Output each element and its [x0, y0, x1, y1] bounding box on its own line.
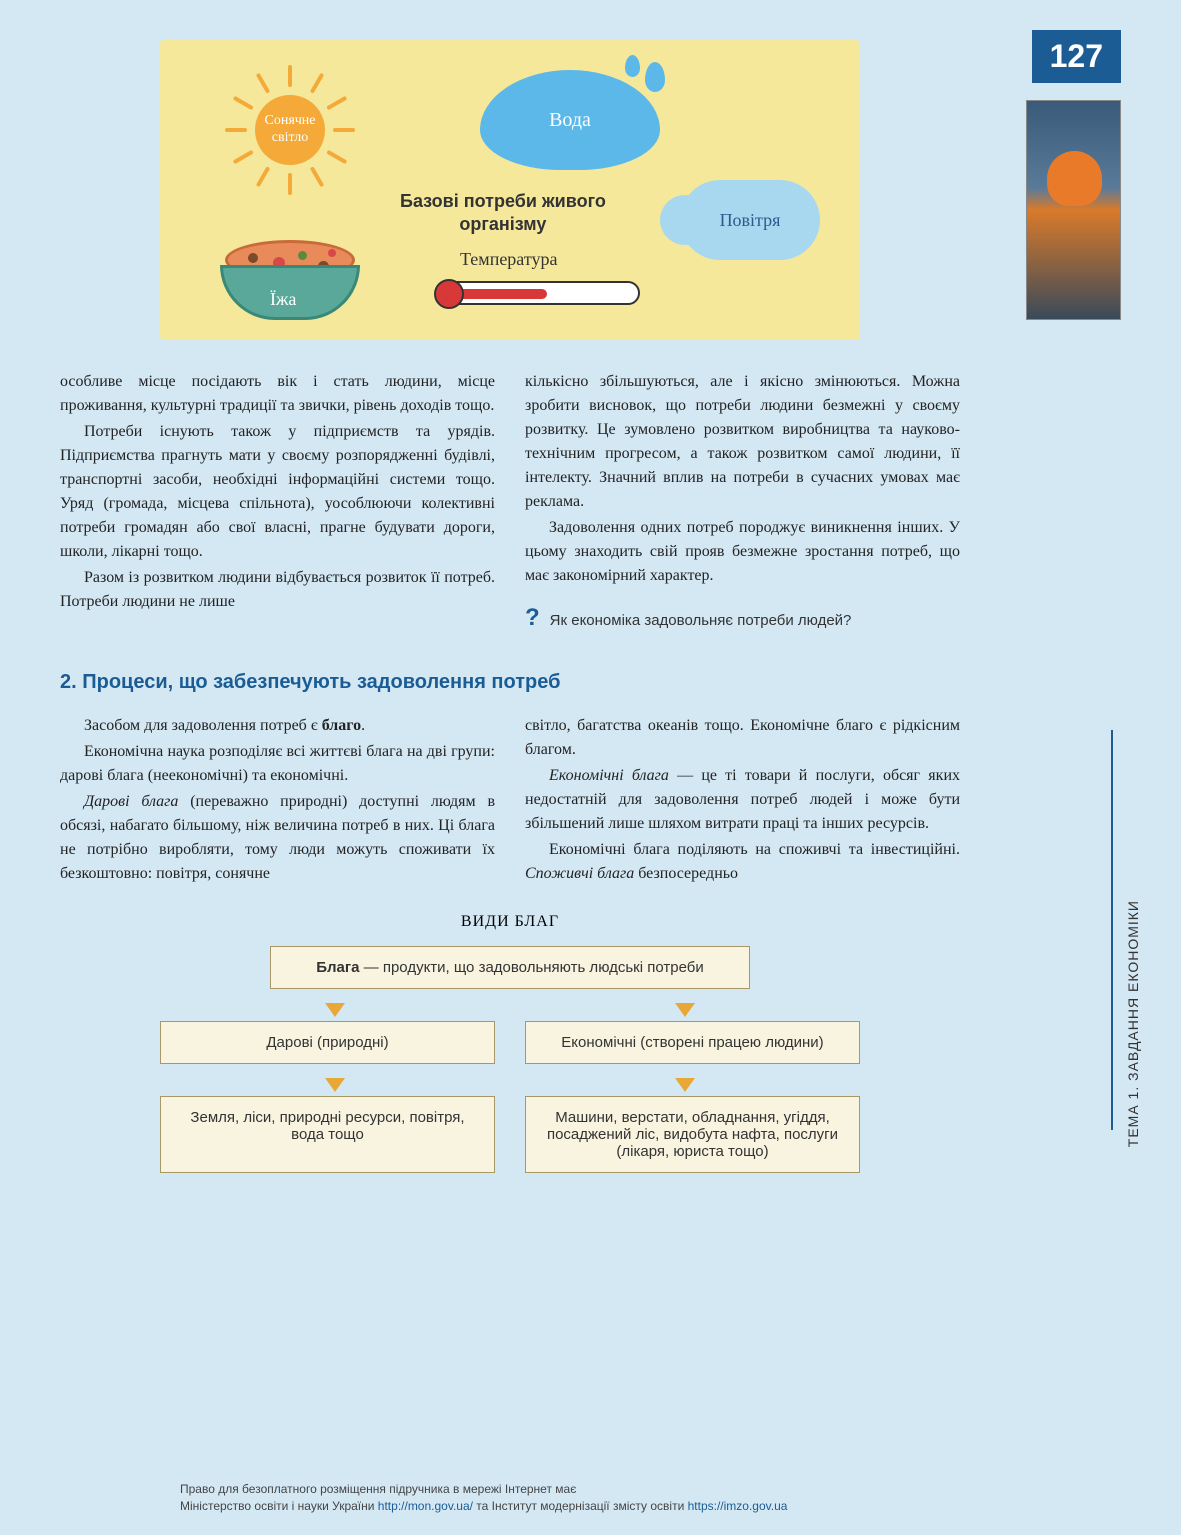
air-label: Повітря — [720, 210, 781, 231]
para: Економічна наука розподіляє всі життєві … — [60, 740, 495, 788]
para: Задоволення одних потреб породжує виникн… — [525, 516, 960, 588]
diagram-box-left2: Земля, ліси, природні ресурси, повітря, … — [160, 1096, 495, 1173]
arrow-down-icon — [325, 1078, 345, 1092]
worker-photo — [1026, 100, 1121, 320]
sun-icon: Сонячне світло — [220, 60, 360, 200]
para: кількісно збільшуються, але і якісно змі… — [525, 370, 960, 514]
para: особливе місце посідають вік і стать люд… — [60, 370, 495, 418]
sun-label: Сонячне світло — [255, 95, 325, 165]
body-text-1: особливе місце посідають вік і стать люд… — [60, 370, 960, 636]
infographic-title: Базові потреби живого організму — [400, 190, 606, 237]
para: Економічні блага — це ті товари й послуг… — [525, 764, 960, 836]
goods-diagram: Блага — продукти, що задовольняють людсь… — [160, 946, 860, 1173]
para: Засобом для задоволення потреб є благо. — [60, 714, 495, 738]
diagram-title: ВИДИ БЛАГ — [60, 913, 960, 931]
water-icon: Вода — [480, 70, 660, 170]
water-label: Вода — [549, 109, 591, 132]
para: Економічні блага поділяють на споживчі т… — [525, 838, 960, 886]
food-icon: Їжа — [220, 230, 360, 320]
air-icon: Повітря — [680, 180, 820, 260]
textbook-page: 127 ТЕМА 1. ЗАВДАННЯ ЕКОНОМІКИ Сонячне с… — [0, 0, 1181, 1535]
arrow-down-icon — [675, 1003, 695, 1017]
arrow-down-icon — [675, 1078, 695, 1092]
theme-label: ТЕМА 1. ЗАВДАННЯ ЕКОНОМІКИ — [1125, 900, 1141, 1147]
thermometer-icon — [440, 281, 640, 305]
para: Потреби існують також у підприємств та у… — [60, 420, 495, 564]
question-icon: ? — [525, 604, 540, 631]
side-rule — [1111, 730, 1113, 1130]
footer-copyright: Право для безоплатного розміщення підруч… — [180, 1481, 787, 1515]
arrow-row — [160, 1074, 860, 1096]
diagram-box-left1: Дарові (природні) — [160, 1021, 495, 1064]
para: Разом із розвитком людини відбувається р… — [60, 566, 495, 614]
diagram-box-right1: Економічні (створені працею людини) — [525, 1021, 860, 1064]
diagram-box-right2: Машини, верстати, обладнання, угіддя, по… — [525, 1096, 860, 1173]
diagram-row: Дарові (природні) Економічні (створені п… — [160, 1021, 860, 1064]
diagram-row: Земля, ліси, природні ресурси, повітря, … — [160, 1096, 860, 1173]
body-text-2: Засобом для задоволення потреб є благо. … — [60, 714, 960, 888]
arrow-row — [160, 999, 860, 1021]
question-text: Як економіка задовольняє потреби людей? — [550, 612, 852, 629]
basic-needs-infographic: Сонячне світло Вода Повітря Їжа — [160, 40, 860, 340]
content-area: Сонячне світло Вода Повітря Їжа — [60, 40, 960, 1173]
section-heading: 2. Процеси, що забезпечують задоволення … — [60, 671, 960, 694]
page-number: 127 — [1032, 30, 1121, 83]
diagram-top-box: Блага — продукти, що задовольняють людсь… — [270, 946, 750, 989]
question-block: ? Як економіка задовольняє потреби людей… — [525, 600, 960, 636]
food-label: Їжа — [270, 289, 296, 310]
footer-link[interactable]: http://mon.gov.ua/ — [378, 1499, 473, 1513]
para: Дарові блага (переважно природні) доступ… — [60, 790, 495, 886]
temperature-label: Температура — [460, 249, 557, 270]
arrow-down-icon — [325, 1003, 345, 1017]
para: світло, багатства океанів тощо. Економіч… — [525, 714, 960, 762]
footer-link[interactable]: https://imzo.gov.ua — [688, 1499, 788, 1513]
